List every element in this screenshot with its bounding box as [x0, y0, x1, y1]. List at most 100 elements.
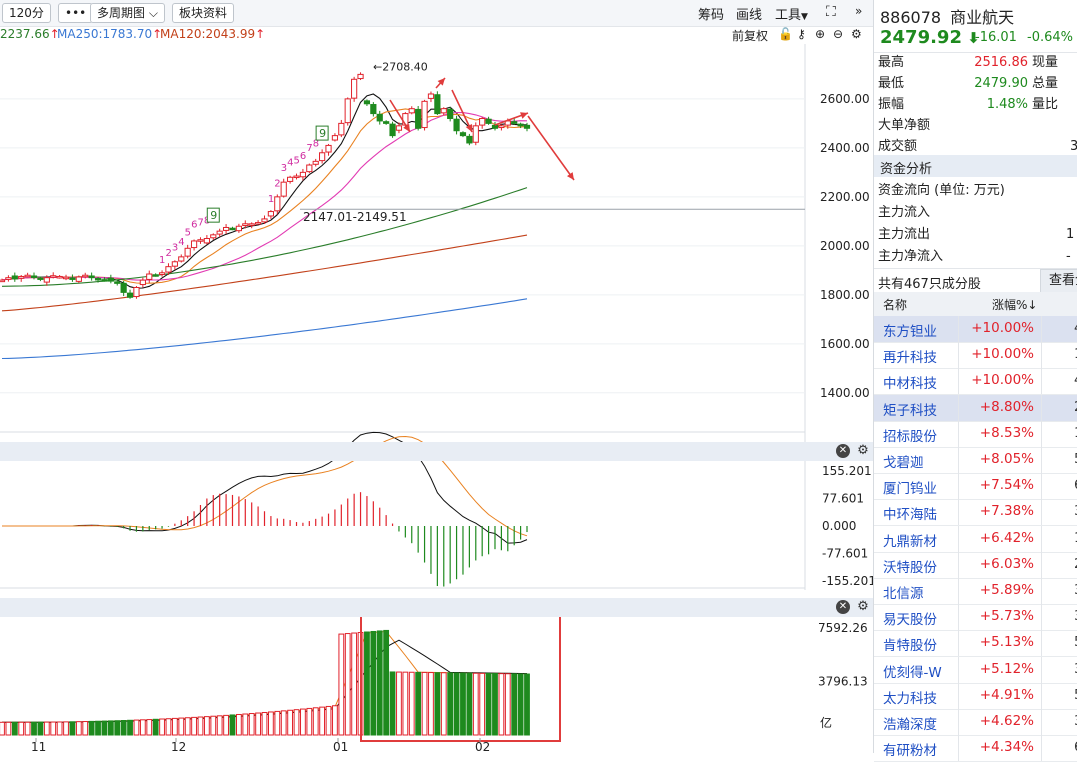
volume-bar	[178, 717, 185, 736]
candle-body	[88, 275, 95, 279]
close-icon[interactable]: ✕	[836, 444, 850, 458]
main-inflow-label: 主力流入	[878, 205, 931, 220]
tools-dropdown[interactable]: 工具▼	[775, 4, 808, 23]
stock-row[interactable]: 再升科技 +10.00% 1	[874, 342, 1077, 370]
stock-row[interactable]: 有研粉材 +4.34% 6	[874, 735, 1077, 762]
td-count: 1	[268, 194, 274, 205]
stock-row[interactable]: 中材科技 +10.00% 4	[874, 368, 1077, 396]
stock-row[interactable]: 厦门钨业 +7.54% 6	[874, 473, 1077, 501]
stock-row[interactable]: 易天股份 +5.73% 3	[874, 604, 1077, 632]
stock-row[interactable]: 优刻得-W +5.12% 3	[874, 656, 1077, 684]
stock-row[interactable]: 沃特股份 +6.03% 2	[874, 551, 1077, 579]
candle-body	[216, 230, 223, 235]
main-outflow-value: 1	[1066, 227, 1075, 242]
close-icon[interactable]: ✕	[836, 600, 850, 614]
candle-body	[248, 223, 255, 226]
volume-bar	[434, 672, 441, 736]
stock-row-pct: +4.34%	[979, 739, 1034, 756]
stock-row-name: 有研粉材	[883, 743, 937, 760]
volume-bar	[306, 707, 313, 736]
stat-label: 大单净额	[878, 118, 931, 133]
collapse-icon[interactable]: »	[855, 4, 863, 18]
candle-body	[511, 121, 518, 124]
candle-body	[30, 275, 38, 278]
volume-bar	[223, 714, 229, 736]
col-name[interactable]: 名称	[883, 298, 908, 312]
sector-info-button[interactable]: 板块资料	[172, 3, 235, 23]
stock-row[interactable]: 浩瀚深度 +4.62% 3	[874, 709, 1077, 736]
candle-body	[178, 256, 185, 262]
candle-body	[376, 113, 383, 122]
volume-bar	[440, 672, 447, 736]
volume-bar	[203, 716, 210, 736]
fund-section-header[interactable]: 资金分析	[874, 155, 1077, 177]
stock-row[interactable]: 肯特股份 +5.13% 5	[874, 630, 1077, 658]
adjust-dropdown[interactable]: 前复权	[732, 29, 769, 43]
stock-row-extra: 3	[1074, 661, 1077, 677]
col-pct[interactable]: 涨幅%↓	[992, 298, 1038, 312]
lock-icon[interactable]: 🔓	[778, 27, 793, 41]
volume-bar	[268, 711, 274, 736]
volume-bar	[216, 715, 223, 736]
chip-button[interactable]: 筹码	[698, 8, 725, 23]
view-all-button[interactable]: 查看全	[1040, 269, 1077, 293]
stock-code: 886078	[880, 8, 942, 27]
td-count: 8	[313, 138, 319, 149]
stock-row[interactable]: 太力科技 +4.91% 5	[874, 682, 1077, 710]
volume-bar	[274, 710, 281, 736]
volume-bar	[255, 712, 261, 736]
ma5-line	[1, 93, 527, 289]
key-icon[interactable]: ⚷	[797, 27, 806, 41]
candle-body	[50, 275, 57, 278]
candle-body	[370, 104, 377, 115]
trend-arrow	[451, 89, 473, 133]
fullscreen-icon[interactable]: ⛶	[826, 4, 836, 20]
stat-label: 振幅	[878, 97, 905, 112]
stock-row[interactable]: 招标股份 +8.53% 1	[874, 420, 1077, 448]
stock-row[interactable]: 矩子科技 +8.80% 2	[874, 394, 1077, 422]
candle-body	[18, 275, 25, 279]
volume-bar	[344, 633, 351, 736]
candle-body	[517, 123, 524, 127]
volume-bar	[235, 713, 242, 736]
zoom-out-icon[interactable]: ⊖	[833, 27, 844, 41]
stock-row[interactable]: 东方钽业 +10.00% 4	[874, 316, 1077, 343]
volume-bar	[396, 671, 402, 736]
stock-row-extra: 2	[1074, 399, 1077, 415]
candle-body	[491, 124, 499, 129]
candle-body	[415, 108, 422, 129]
stock-row[interactable]: 戈碧迦 +8.05% 5	[874, 447, 1077, 474]
volume-bar	[517, 673, 524, 736]
volume-bar	[18, 721, 25, 736]
stock-row[interactable]: 九鼎新材 +6.42% 1	[874, 525, 1077, 553]
multi-period-label: 多周期图	[97, 6, 146, 20]
settings-icon[interactable]: ⚙	[851, 27, 862, 41]
volume-bar	[82, 721, 89, 736]
stock-row-pct: +8.53%	[979, 424, 1034, 441]
stock-row-name: 沃特股份	[883, 559, 937, 576]
stock-row[interactable]: 北信源 +5.89% 3	[874, 578, 1077, 605]
volume-bar	[229, 714, 236, 736]
trend-arrow-head	[403, 124, 410, 132]
stock-row-name: 太力科技	[883, 690, 937, 707]
volume-bar	[107, 720, 114, 736]
stat-label: 最低	[878, 76, 905, 91]
volume-bar	[332, 705, 338, 736]
volume-bar	[492, 673, 498, 736]
volume-bar	[421, 671, 428, 736]
chart-area[interactable]: 120分 ••• 多周期图 ⌵ 板块资料 筹码 画线 工具▼ ⛶ » 2237.…	[0, 0, 873, 753]
price-chart[interactable]: 2147.01-2149.51←2708.4012345678912345678…	[0, 0, 873, 753]
gear-icon[interactable]: ⚙	[857, 443, 869, 458]
zoom-in-icon[interactable]: ⊕	[815, 27, 826, 41]
gear-icon[interactable]: ⚙	[857, 599, 869, 614]
candle-body	[210, 234, 217, 239]
stock-row[interactable]: 中环海陆 +7.38% 3	[874, 499, 1077, 527]
draw-button[interactable]: 画线	[736, 8, 763, 23]
stock-row-pct: +6.03%	[979, 555, 1034, 572]
multi-period-dropdown[interactable]: 多周期图 ⌵	[90, 3, 165, 23]
candle-body	[421, 100, 428, 129]
period-button[interactable]: 120分	[2, 3, 51, 23]
candle-body	[126, 292, 134, 298]
stat-value: 1.48%	[986, 97, 1028, 112]
stock-row-name: 招标股份	[883, 428, 937, 445]
